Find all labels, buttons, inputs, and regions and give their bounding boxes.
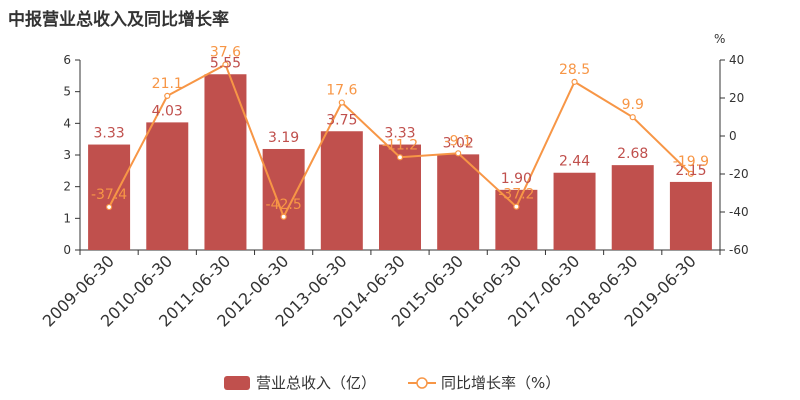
bar-value-label: 2.15 <box>675 163 706 179</box>
line-value-label: -11.2 <box>382 137 418 153</box>
chart-title: 中报营业总收入及同比增长率 <box>8 10 229 30</box>
bar <box>611 165 654 250</box>
y-right-tick-label: 0 <box>729 129 737 143</box>
bar-value-label: 5.55 <box>210 55 241 71</box>
bar-value-label: 2.44 <box>559 154 590 170</box>
y-left-tick-label: 3 <box>63 148 71 162</box>
line-point <box>338 99 345 106</box>
line-point <box>513 203 520 210</box>
y-right-tick-label: -60 <box>729 243 749 257</box>
y-left-tick-label: 5 <box>63 85 71 99</box>
line-point <box>280 213 287 220</box>
bar <box>379 144 421 250</box>
bar <box>320 131 363 250</box>
y-right-tick-label: -20 <box>729 167 749 181</box>
bar-value-label: 3.33 <box>94 126 125 142</box>
line-point <box>396 154 404 161</box>
line-value-label: 21.1 <box>152 76 183 92</box>
line-point <box>571 78 578 85</box>
y-right-unit-label: % <box>714 32 725 46</box>
line-series <box>105 61 695 220</box>
legend-line-marker <box>416 377 428 389</box>
bar-series <box>88 74 712 250</box>
bar-value-label: 1.90 <box>501 171 532 187</box>
y-left-tick-label: 0 <box>63 243 71 257</box>
y-left-tick-label: 2 <box>63 180 71 194</box>
bar-value-label: 3.19 <box>268 130 299 146</box>
y-right-tick-label: 40 <box>729 53 744 67</box>
bar <box>262 148 305 250</box>
bar <box>669 181 712 250</box>
legend-bar-label: 营业总收入（亿） <box>256 374 376 392</box>
y-left-tick-label: 4 <box>63 116 71 130</box>
bar-value-label: 3.02 <box>443 135 474 151</box>
line-point <box>105 203 113 211</box>
line-value-label: -37.4 <box>91 187 127 203</box>
line-value-label: -42.5 <box>266 197 302 213</box>
legend-bar-swatch <box>224 376 250 390</box>
bar-value-label: 3.75 <box>326 112 357 128</box>
line-value-label: -19.9 <box>673 154 709 170</box>
y-right-tick-label: 20 <box>729 91 744 105</box>
bar-value-label: 4.03 <box>152 103 183 119</box>
y-left-tick-label: 6 <box>63 53 71 67</box>
line-value-label: -9.1 <box>445 133 472 149</box>
line-point <box>222 61 229 68</box>
bar-value-label: 3.33 <box>384 126 415 142</box>
legend-line-label: 同比增长率（%） <box>441 374 560 392</box>
line-value-label: 9.9 <box>622 97 644 113</box>
line-value-label: 28.5 <box>559 62 590 78</box>
legend[interactable]: 营业总收入（亿） 同比增长率（%） <box>224 374 560 392</box>
line-value-label: 17.6 <box>326 83 357 99</box>
line-point <box>164 92 171 100</box>
bar <box>553 172 596 250</box>
bar <box>437 154 480 250</box>
data-labels: 3.33 4.03 5.55 3.19 3.75 3.33 3.02 1.90 2.44 2.68… <box>91 45 709 213</box>
bar <box>495 189 538 250</box>
line-value-label: 37.6 <box>210 45 241 61</box>
bar <box>146 122 189 250</box>
line-point <box>455 150 462 157</box>
y-right-tick-label: -40 <box>729 205 749 219</box>
line-point <box>629 114 636 121</box>
line-value-label: -37.2 <box>498 187 534 203</box>
line-point <box>687 170 695 177</box>
bar <box>88 144 131 250</box>
bar-value-label: 2.68 <box>617 146 648 162</box>
y-left-tick-label: 1 <box>63 211 71 225</box>
